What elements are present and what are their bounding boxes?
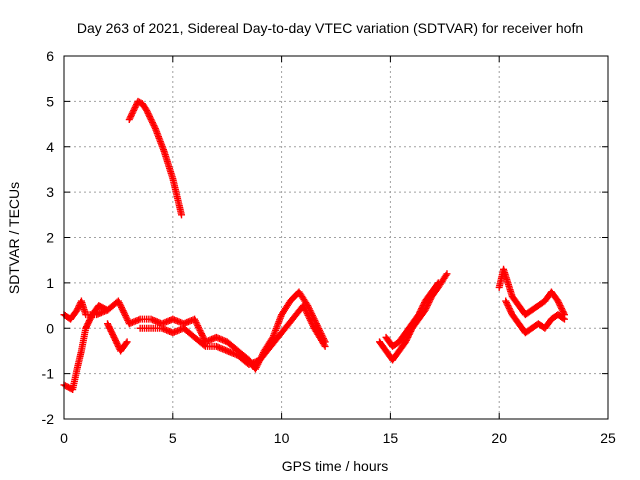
data-point xyxy=(307,318,315,326)
data-point xyxy=(443,270,451,278)
data-point xyxy=(102,305,110,313)
y-tick-label: 4 xyxy=(46,139,54,155)
y-axis-label: SDTVAR / TECUs xyxy=(6,182,22,294)
x-tick-label: 15 xyxy=(383,430,399,446)
data-point xyxy=(302,306,310,314)
data-point xyxy=(200,341,208,349)
data-point xyxy=(560,315,568,323)
data-point xyxy=(121,312,129,320)
data-point xyxy=(196,327,204,335)
data-point xyxy=(305,313,313,321)
data-point xyxy=(299,302,307,310)
x-tick-label: 20 xyxy=(491,430,507,446)
data-point xyxy=(302,308,310,316)
data-point xyxy=(151,123,159,131)
data-point xyxy=(114,297,122,305)
data-point xyxy=(191,317,199,325)
data-point xyxy=(122,339,130,347)
data-point xyxy=(123,315,131,323)
data-point xyxy=(300,303,308,311)
data-point xyxy=(120,308,128,316)
data-point xyxy=(309,321,317,329)
series-arc-a xyxy=(60,288,329,373)
data-point xyxy=(308,319,316,327)
data-point xyxy=(118,304,126,312)
data-point xyxy=(123,338,131,346)
data-point xyxy=(301,305,309,313)
data-point xyxy=(198,331,206,339)
x-tick-label: 25 xyxy=(600,430,616,446)
data-point xyxy=(433,280,441,288)
data-point xyxy=(117,302,125,310)
x-tick-label: 0 xyxy=(60,430,68,446)
data-point xyxy=(194,323,202,331)
data-point xyxy=(194,322,202,330)
y-tick-label: 0 xyxy=(46,320,54,336)
y-tick-label: 1 xyxy=(46,275,54,291)
y-tick-label: -2 xyxy=(42,411,55,427)
data-point xyxy=(115,299,123,307)
data-point xyxy=(198,330,206,338)
data-points xyxy=(60,97,568,394)
data-point xyxy=(434,279,442,287)
series-arc-b xyxy=(60,302,112,394)
series-arc-a-lower xyxy=(136,302,329,369)
data-point xyxy=(119,307,127,315)
data-point xyxy=(197,328,205,336)
data-point xyxy=(195,325,203,333)
series-arc-e-lower xyxy=(382,279,442,350)
data-point xyxy=(320,341,328,349)
x-tick-label: 5 xyxy=(169,430,177,446)
data-point xyxy=(199,333,207,341)
data-point xyxy=(121,310,129,318)
y-tick-label: 6 xyxy=(46,48,54,64)
axis-ticks: 0 5 10 15 20 25 -2 -1 0 1 2 3 4 5 6 xyxy=(42,48,616,446)
series-arc-c xyxy=(104,320,131,355)
y-tick-label: 3 xyxy=(46,184,54,200)
data-point xyxy=(304,311,312,319)
x-tick-label: 10 xyxy=(274,430,290,446)
series-arc-d xyxy=(125,97,186,219)
series-arc-f-lower xyxy=(502,297,568,337)
x-axis-label: GPS time / hours xyxy=(282,458,389,474)
data-point xyxy=(193,320,201,328)
data-point xyxy=(118,305,126,313)
chart-title: Day 263 of 2021, Sidereal Day-to-day VTE… xyxy=(77,20,583,36)
data-point xyxy=(321,342,329,350)
data-point xyxy=(104,306,112,314)
series-arc-f xyxy=(495,265,568,319)
grid xyxy=(64,56,608,419)
data-point xyxy=(122,313,130,321)
data-point xyxy=(306,316,314,324)
data-point xyxy=(303,310,311,318)
data-point xyxy=(116,300,124,308)
data-point xyxy=(191,315,199,323)
y-tick-label: 5 xyxy=(46,93,54,109)
data-point xyxy=(442,271,450,279)
y-tick-label: 2 xyxy=(46,230,54,246)
y-tick-label: -1 xyxy=(42,366,55,382)
data-point xyxy=(192,318,200,326)
data-point xyxy=(559,314,567,322)
data-point xyxy=(178,211,186,219)
data-point xyxy=(306,315,314,323)
